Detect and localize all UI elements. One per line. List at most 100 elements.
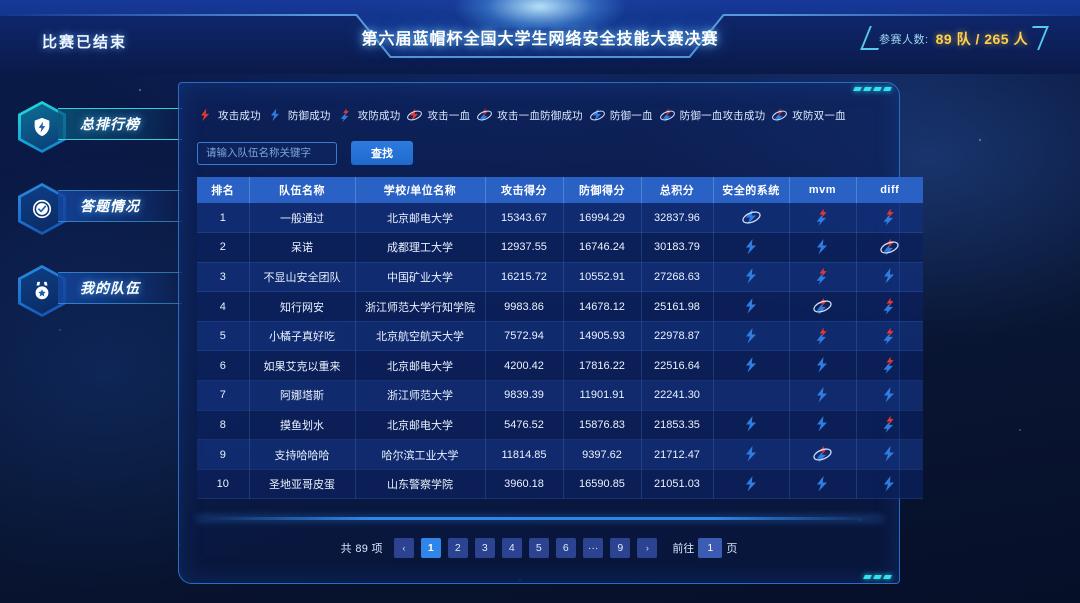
table-header-row: 排名 队伍名称 学校/单位名称 攻击得分 防御得分 总积分 安全的系统 mvm diff bbox=[197, 177, 923, 203]
sidebar-item-plate: 总排行榜 bbox=[58, 108, 182, 140]
bolt-blue-icon bbox=[267, 107, 284, 124]
cell-team: 一般通过 bbox=[249, 203, 356, 234]
cell-rank: 8 bbox=[197, 410, 250, 441]
page-title: 第六届蓝帽杯全国大学生网络安全技能大赛决赛 bbox=[361, 31, 719, 48]
clock-check-icon bbox=[30, 197, 54, 221]
legend-item-2: 防御成功 bbox=[267, 107, 331, 124]
bolt-bluered-ring-icon bbox=[659, 107, 676, 124]
cell-diff-icon bbox=[856, 232, 923, 263]
cell-team: 阿娜塔斯 bbox=[249, 380, 356, 411]
cell-defense: 16994.29 bbox=[563, 203, 642, 234]
sidebar-item-plate: 我的队伍 bbox=[58, 272, 182, 304]
table-row[interactable]: 3 不显山安全团队 中国矿业大学 16215.72 10552.91 27268.63 bbox=[197, 262, 923, 293]
table-column-header: 安全的系统 bbox=[713, 177, 790, 203]
pagination-page-button[interactable]: 5 bbox=[528, 538, 549, 558]
legend-item-1: 攻击成功 bbox=[197, 107, 261, 124]
sidebar-item-1[interactable]: 总排行榜 bbox=[0, 96, 186, 154]
sidebar-item-label: 总排行榜 bbox=[80, 116, 140, 132]
bolt-redblue-ring-icon bbox=[879, 237, 900, 258]
cell-safe-system-icon bbox=[713, 321, 790, 352]
cell-team: 圣地亚哥皮蛋 bbox=[249, 469, 356, 500]
pagination-jump-input[interactable] bbox=[698, 538, 723, 558]
pagination-page-button[interactable]: 4 bbox=[501, 538, 522, 558]
legend-item-6: 防御一血 bbox=[589, 107, 653, 124]
cell-safe-system-icon bbox=[713, 469, 790, 500]
bolt-blue-icon bbox=[879, 444, 900, 465]
table-row[interactable]: 1 一般通过 北京邮电大学 15343.67 16994.29 32837.96 bbox=[197, 203, 923, 234]
bolt-blue-icon bbox=[741, 474, 762, 495]
table-column-header: diff bbox=[856, 177, 923, 203]
cell-school: 北京航空航天大学 bbox=[355, 321, 486, 352]
cell-team: 知行网安 bbox=[249, 291, 356, 322]
table-row[interactable]: 7 阿娜塔斯 浙江师范大学 9839.39 11901.91 22241.30 bbox=[197, 380, 923, 411]
pagination-page-button[interactable]: ··· bbox=[582, 538, 604, 558]
table-column-header: 学校/单位名称 bbox=[355, 177, 486, 203]
medal-star-icon bbox=[30, 279, 54, 303]
leaderboard-panel: 攻击成功 防御成功 攻防成功 攻击一血 攻击一血防御成功 防御一血 防御一血攻击成功 攻防双一… bbox=[178, 82, 923, 584]
table-row[interactable]: 6 如果艾克以重来 北京邮电大学 4200.42 17816.22 22516.64 bbox=[197, 350, 923, 382]
bolt-blue-icon bbox=[879, 266, 900, 287]
cell-defense: 17816.22 bbox=[563, 350, 642, 382]
bolt-blue-icon bbox=[741, 296, 762, 317]
pagination-page-button[interactable]: 1 bbox=[420, 538, 441, 558]
bolt-blue-icon bbox=[741, 266, 762, 287]
table-body: 1 一般通过 北京邮电大学 15343.67 16994.29 32837.96 2 呆诺 成都… bbox=[197, 203, 923, 500]
cell-school: 成都理工大学 bbox=[355, 232, 486, 263]
cell-diff-icon bbox=[856, 291, 923, 322]
cell-team: 不显山安全团队 bbox=[249, 262, 356, 293]
pagination-page-button[interactable]: 2 bbox=[447, 538, 468, 558]
pagination-next-button[interactable]: › bbox=[637, 538, 658, 558]
bolt-redblue-icon bbox=[879, 414, 900, 435]
table-row[interactable]: 4 知行网安 浙江师范大学行知学院 9983.86 14678.12 25161.98 bbox=[197, 291, 923, 322]
legend-item-5: 攻击一血防御成功 bbox=[476, 107, 583, 124]
cell-team: 小橘子真好吃 bbox=[249, 321, 356, 352]
bolt-redblue-icon bbox=[879, 296, 900, 317]
cell-safe-system-icon bbox=[713, 439, 790, 470]
pagination-page-button[interactable]: 6 bbox=[555, 538, 576, 558]
cell-safe-system-icon bbox=[713, 410, 790, 441]
cell-total: 22241.30 bbox=[641, 380, 714, 411]
cell-mvm-icon bbox=[789, 321, 857, 352]
bolt-double-ring-icon bbox=[771, 107, 788, 124]
cell-rank: 2 bbox=[197, 232, 250, 263]
bolt-redblue-icon bbox=[812, 266, 833, 287]
cell-diff-icon bbox=[856, 203, 923, 234]
search-input[interactable] bbox=[197, 141, 337, 165]
pagination-prev-button[interactable]: ‹ bbox=[393, 538, 414, 558]
legend-item-8: 攻防双一血 bbox=[771, 107, 846, 124]
cell-team: 摸鱼划水 bbox=[249, 410, 356, 441]
bolt-redblue-icon bbox=[812, 326, 833, 347]
table-row[interactable]: 2 呆诺 成都理工大学 12937.55 16746.24 30183.79 bbox=[197, 232, 923, 263]
table-row[interactable]: 10 圣地亚哥皮蛋 山东警察学院 3960.18 16590.85 21051.03 bbox=[197, 469, 923, 500]
cell-attack: 7572.94 bbox=[485, 321, 564, 352]
search-button[interactable]: 查找 bbox=[351, 141, 413, 165]
header-glow bbox=[455, 0, 625, 28]
table-column-header: 攻击得分 bbox=[485, 177, 564, 203]
legend-item-3: 攻防成功 bbox=[337, 107, 401, 124]
table-column-header: 总积分 bbox=[641, 177, 714, 203]
cell-diff-icon bbox=[856, 350, 923, 382]
cell-total: 22516.64 bbox=[641, 350, 714, 382]
pagination-total: 共 89 项 bbox=[340, 543, 383, 555]
cell-mvm-icon bbox=[789, 203, 857, 234]
sidebar-item-2[interactable]: 答题情况 bbox=[0, 178, 186, 236]
contest-status-text: 比赛已结束 bbox=[42, 34, 128, 51]
cell-defense: 11901.91 bbox=[563, 380, 642, 411]
cell-rank: 3 bbox=[197, 262, 250, 293]
cell-safe-system-icon bbox=[713, 262, 790, 293]
table-row[interactable]: 9 支持哈哈哈 哈尔滨工业大学 11814.85 9397.62 21712.47 bbox=[197, 439, 923, 470]
cell-total: 21853.35 bbox=[641, 410, 714, 441]
cell-defense: 14678.12 bbox=[563, 291, 642, 322]
table-row[interactable]: 5 小橘子真好吃 北京航空航天大学 7572.94 14905.93 22978.87 bbox=[197, 321, 923, 352]
pagination-page-button[interactable]: 9 bbox=[610, 538, 631, 558]
leaderboard-table-wrap: 排名 队伍名称 学校/单位名称 攻击得分 防御得分 总积分 安全的系统 mvm diff 1 一般… bbox=[197, 177, 923, 500]
bolt-blue-icon bbox=[741, 326, 762, 347]
cell-total: 22978.87 bbox=[641, 321, 714, 352]
pagination-page-button[interactable]: 3 bbox=[474, 538, 495, 558]
sidebar-item-3[interactable]: 我的队伍 bbox=[0, 260, 186, 318]
sidebar-item-label: 答题情况 bbox=[80, 198, 140, 214]
bolt-blue-icon bbox=[741, 237, 762, 258]
app-header: 比赛已结束 第六届蓝帽杯全国大学生网络安全技能大赛决赛 参赛人数: 89 队 /… bbox=[0, 0, 1080, 74]
table-row[interactable]: 8 摸鱼划水 北京邮电大学 5476.52 15876.83 21853.35 bbox=[197, 410, 923, 441]
